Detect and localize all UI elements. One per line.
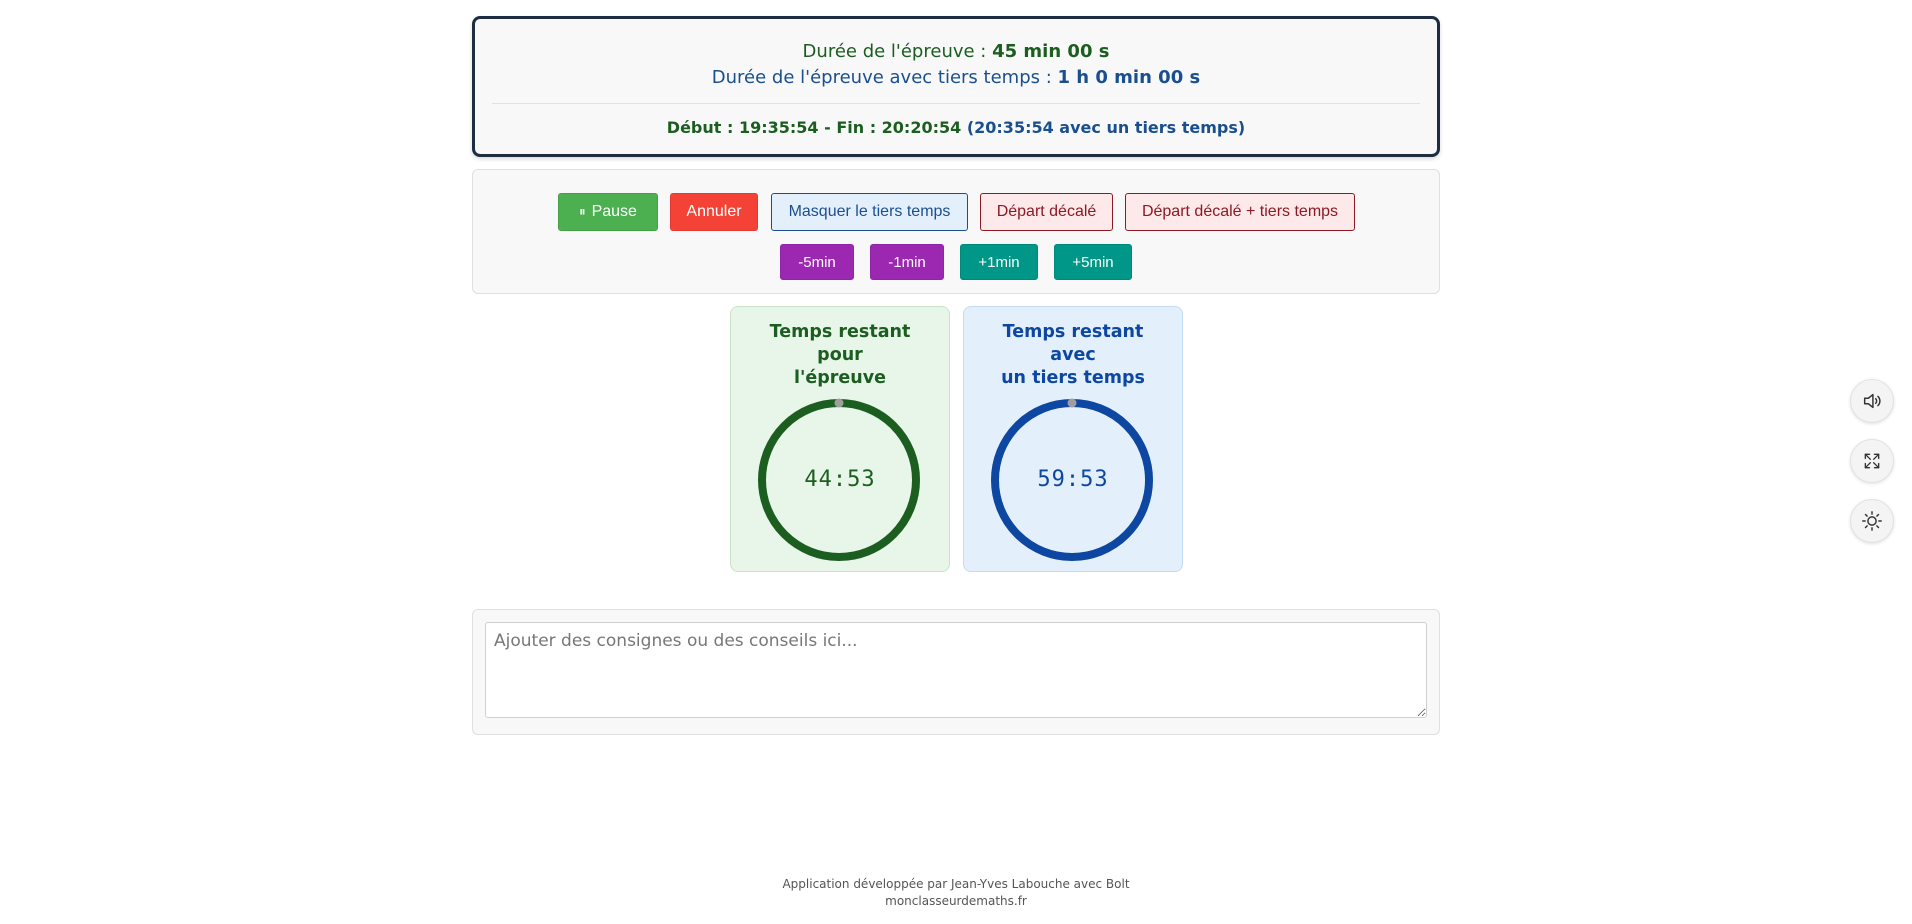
pause-label: Pause bbox=[591, 203, 637, 220]
tiers-duration-value: 1 h 0 min 00 s bbox=[1057, 67, 1201, 88]
delayed-start-tiers-button[interactable]: Départ décalé + tiers temps bbox=[1125, 193, 1355, 231]
start-end-text: Début : 19:35:54 - Fin : 20:20:54 bbox=[666, 118, 967, 137]
footer-site: monclasseurdemaths.fr bbox=[885, 894, 1027, 908]
start-end-times: Début : 19:35:54 - Fin : 20:20:54 (20:35… bbox=[475, 104, 1437, 137]
timer-title-normal: Temps restant pour l'épreuve bbox=[769, 322, 911, 388]
timer-ring-normal bbox=[758, 398, 920, 561]
controls-panel: ⏸ Pause Annuler Masquer le tiers temps Dé… bbox=[472, 169, 1440, 294]
theme-toggle-button[interactable] bbox=[1850, 499, 1894, 543]
timer-ring-tiers bbox=[991, 398, 1153, 561]
fullscreen-button[interactable] bbox=[1850, 439, 1894, 483]
timer-card-normal: Temps restant pour l'épreuve 44:53 bbox=[730, 306, 950, 572]
timer-ring-marker bbox=[1067, 398, 1077, 408]
tiers-duration-label: Durée de l'épreuve avec tiers temps : bbox=[711, 67, 1058, 88]
hide-tiers-temps-button[interactable]: Masquer le tiers temps bbox=[771, 193, 968, 231]
volume-icon bbox=[1863, 393, 1881, 409]
delayed-start-button[interactable]: Départ décalé bbox=[980, 193, 1113, 231]
timer-ring-marker bbox=[834, 398, 844, 408]
tiers-duration-line: Durée de l'épreuve avec tiers temps : 1 … bbox=[475, 65, 1437, 91]
plus-1min-button[interactable]: +1min bbox=[960, 244, 1038, 280]
timer-title-tiers: Temps restant avec un tiers temps bbox=[1001, 322, 1145, 388]
footer-credit: Application développée par Jean-Yves Lab… bbox=[782, 877, 1130, 891]
duration-line: Durée de l'épreuve : 45 min 00 s bbox=[475, 39, 1437, 65]
timer-value-tiers: 59:53 bbox=[1037, 467, 1109, 492]
timer-card-tiers: Temps restant avec un tiers temps 59:53 bbox=[963, 306, 1183, 572]
theme-sun-icon bbox=[1862, 511, 1882, 531]
timer-value-normal: 44:53 bbox=[804, 467, 876, 492]
divider bbox=[492, 103, 1420, 104]
cancel-button[interactable]: Annuler bbox=[670, 193, 758, 231]
main-container: Durée de l'épreuve : 45 min 00 s Durée d… bbox=[472, 16, 1440, 294]
plus-5min-button[interactable]: +5min bbox=[1054, 244, 1132, 280]
exam-info-panel: Durée de l'épreuve : 45 min 00 s Durée d… bbox=[472, 16, 1440, 157]
minus-5min-button[interactable]: -5min bbox=[780, 244, 854, 280]
minus-1min-button[interactable]: -1min bbox=[870, 244, 944, 280]
sound-toggle-button[interactable] bbox=[1850, 379, 1894, 423]
fullscreen-icon bbox=[1864, 453, 1880, 469]
tiers-end-text: (20:35:54 avec un tiers temps) bbox=[966, 118, 1246, 137]
notes-panel bbox=[472, 609, 1440, 735]
pause-button[interactable]: ⏸ Pause bbox=[558, 193, 658, 231]
notes-textarea[interactable] bbox=[485, 622, 1427, 718]
duration-value: 45 min 00 s bbox=[992, 41, 1110, 62]
footer: Application développée par Jean-Yves Lab… bbox=[0, 876, 1912, 910]
pause-icon: ⏸ bbox=[579, 204, 586, 219]
duration-label: Durée de l'épreuve : bbox=[802, 41, 993, 62]
